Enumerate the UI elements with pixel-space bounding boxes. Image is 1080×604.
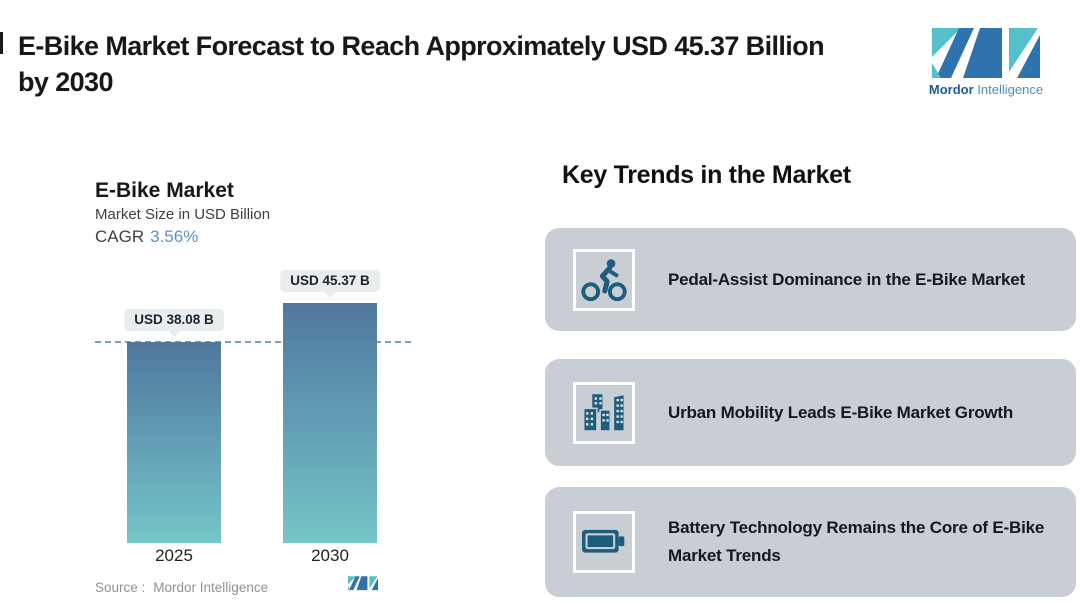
chart-subtitle: Market Size in USD Billion bbox=[95, 206, 271, 223]
x-axis-label-2025: 2025 bbox=[155, 546, 193, 565]
trend-card-battery-technology: Battery Technology Remains the Core of E… bbox=[545, 487, 1076, 597]
bar-value-label-2025: USD 38.08 B bbox=[124, 308, 224, 337]
trend-icon-box bbox=[573, 248, 635, 311]
cyclist-icon bbox=[581, 258, 627, 301]
reference-dashed-line bbox=[95, 340, 411, 343]
cagr-label: CAGR bbox=[95, 227, 145, 246]
page-title-line2: by 2030 bbox=[18, 67, 113, 97]
cagr-value: 3.56% bbox=[150, 227, 199, 246]
left-edge-mark bbox=[0, 32, 3, 54]
mordor-logo-mini-icon bbox=[348, 576, 378, 591]
brand-name-bold: Mordor bbox=[928, 82, 974, 97]
bar-2025 bbox=[127, 341, 221, 543]
trend-icon-box bbox=[573, 511, 635, 573]
mordor-logo-icon bbox=[932, 28, 1040, 78]
trend-card-urban-mobility: Urban Mobility Leads E-Bike Market Growt… bbox=[545, 359, 1076, 466]
brand-logo: Mordor Intelligence bbox=[922, 28, 1050, 97]
trend-icon-box bbox=[573, 381, 635, 444]
brand-name: Mordor Intelligence bbox=[922, 82, 1050, 97]
buildings-icon bbox=[582, 392, 626, 432]
source-label: Source : bbox=[95, 580, 146, 595]
bar-chart: USD 38.08 B USD 45.37 B 2025 2030 bbox=[95, 258, 425, 565]
battery-icon bbox=[582, 529, 625, 553]
page-title: E-Bike Market Forecast to Reach Approxim… bbox=[18, 28, 923, 100]
trend-card-pedal-assist: Pedal-Assist Dominance in the E-Bike Mar… bbox=[545, 228, 1076, 331]
trend-card-text: Battery Technology Remains the Core of E… bbox=[668, 518, 1045, 565]
bar-value-label-2030: USD 45.37 B bbox=[280, 270, 380, 298]
x-axis-label-2030: 2030 bbox=[311, 546, 349, 565]
source-note: Source : Mordor Intelligence bbox=[95, 580, 268, 595]
page-title-line1: E-Bike Market Forecast to Reach Approxim… bbox=[18, 31, 825, 61]
chart-cagr: CAGR 3.56% bbox=[95, 227, 198, 247]
chart-title: E-Bike Market bbox=[95, 179, 234, 202]
bar-2030 bbox=[283, 303, 377, 543]
trend-card-text: Urban Mobility Leads E-Bike Market Growt… bbox=[668, 402, 1014, 422]
brand-name-light: Intelligence bbox=[977, 82, 1044, 97]
source-value: Mordor Intelligence bbox=[153, 580, 269, 595]
trends-heading: Key Trends in the Market bbox=[562, 161, 851, 189]
trend-card-text: Pedal-Assist Dominance in the E-Bike Mar… bbox=[668, 269, 1026, 289]
